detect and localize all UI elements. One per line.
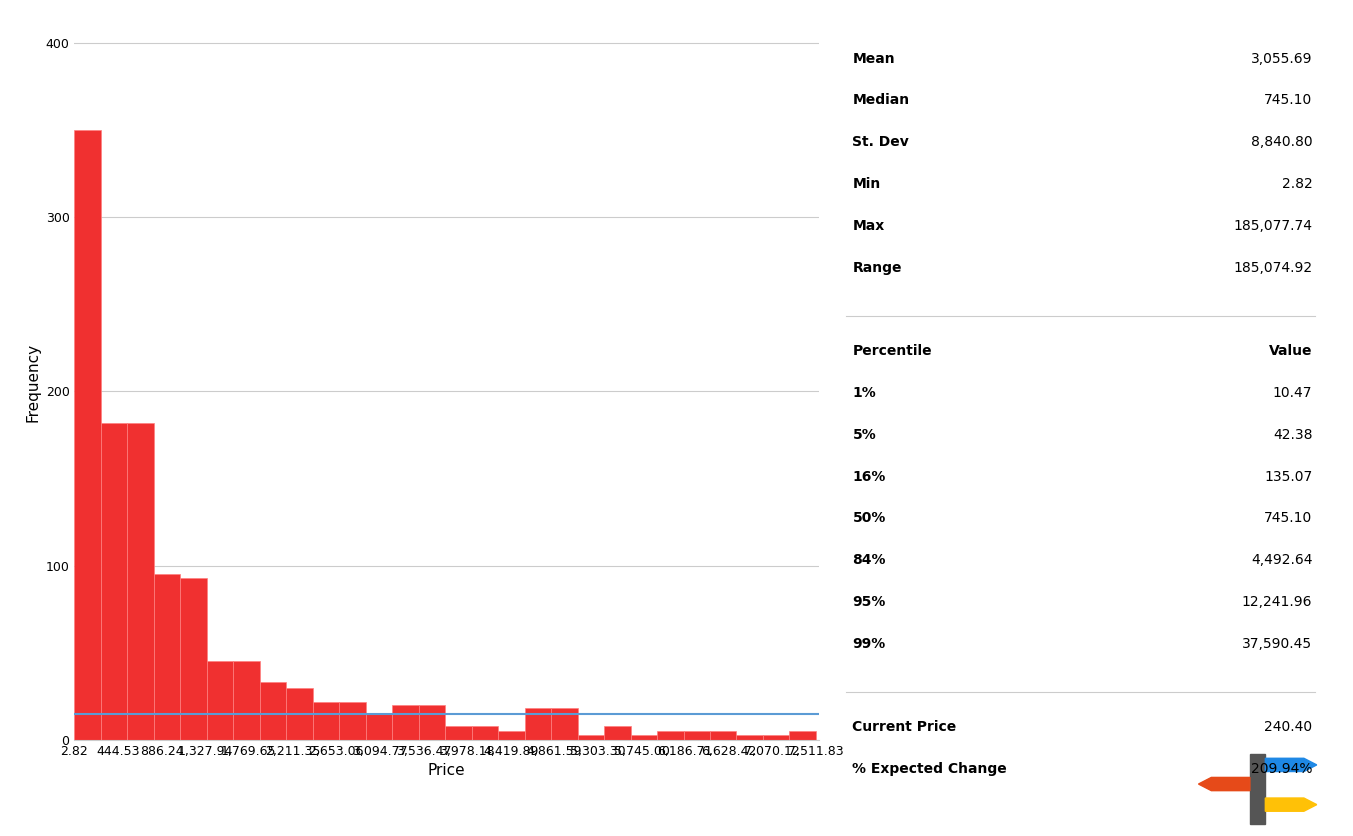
Text: Mean: Mean: [852, 52, 896, 65]
Text: Value: Value: [1269, 344, 1312, 358]
Text: St. Dev: St. Dev: [852, 135, 909, 149]
Text: Percentile: Percentile: [852, 344, 932, 358]
Bar: [551, 708, 578, 740]
Polygon shape: [1265, 758, 1316, 772]
Bar: [445, 726, 472, 740]
Bar: [603, 726, 630, 740]
Bar: [789, 732, 816, 740]
Text: 99%: 99%: [852, 637, 886, 650]
Text: Max: Max: [852, 219, 885, 232]
Text: 4,492.64: 4,492.64: [1252, 553, 1312, 567]
Bar: [525, 708, 551, 740]
Bar: [180, 578, 207, 740]
Bar: [736, 735, 763, 740]
Bar: [472, 726, 498, 740]
Bar: [763, 735, 789, 740]
Bar: [392, 705, 418, 740]
Bar: [154, 574, 180, 740]
Text: % Expected Change: % Expected Change: [852, 762, 1007, 776]
Bar: [287, 687, 313, 740]
Bar: [260, 682, 287, 740]
Text: 8,840.80: 8,840.80: [1250, 135, 1312, 149]
Text: 10.47: 10.47: [1273, 386, 1312, 400]
Text: 42.38: 42.38: [1273, 428, 1312, 441]
Text: 185,077.74: 185,077.74: [1234, 219, 1312, 232]
Text: 95%: 95%: [852, 595, 886, 609]
Text: Current Price: Current Price: [852, 721, 957, 734]
Bar: [683, 732, 710, 740]
Text: Min: Min: [852, 177, 881, 191]
Y-axis label: Frequency: Frequency: [26, 343, 41, 422]
Text: 745.10: 745.10: [1264, 512, 1312, 525]
Bar: [658, 732, 683, 740]
Text: Median: Median: [852, 94, 909, 107]
Text: 3,055.69: 3,055.69: [1252, 52, 1312, 65]
Text: 745.10: 745.10: [1264, 94, 1312, 107]
Text: 50%: 50%: [852, 512, 886, 525]
Text: 12,241.96: 12,241.96: [1242, 595, 1312, 609]
Polygon shape: [1199, 777, 1250, 791]
Text: 185,074.92: 185,074.92: [1234, 261, 1312, 274]
Text: 209.94%: 209.94%: [1252, 762, 1312, 776]
Bar: [233, 661, 260, 740]
Bar: [418, 705, 445, 740]
Bar: [74, 130, 101, 740]
Bar: [710, 732, 736, 740]
Text: Range: Range: [852, 261, 902, 274]
Bar: [498, 732, 525, 740]
X-axis label: Price: Price: [428, 763, 465, 778]
Bar: [101, 422, 127, 740]
Bar: [313, 701, 340, 740]
Text: 2.82: 2.82: [1281, 177, 1312, 191]
Bar: [365, 714, 392, 740]
Text: 1%: 1%: [852, 386, 877, 400]
Bar: [1250, 754, 1265, 824]
Text: 5%: 5%: [852, 428, 877, 441]
Text: 16%: 16%: [852, 470, 886, 483]
Bar: [578, 735, 603, 740]
Text: 37,590.45: 37,590.45: [1242, 637, 1312, 650]
Bar: [127, 422, 154, 740]
Text: 84%: 84%: [852, 553, 886, 567]
Text: 135.07: 135.07: [1264, 470, 1312, 483]
Bar: [630, 735, 658, 740]
Bar: [207, 661, 233, 740]
Polygon shape: [1265, 798, 1316, 811]
Bar: [340, 701, 365, 740]
Text: 240.40: 240.40: [1264, 721, 1312, 734]
